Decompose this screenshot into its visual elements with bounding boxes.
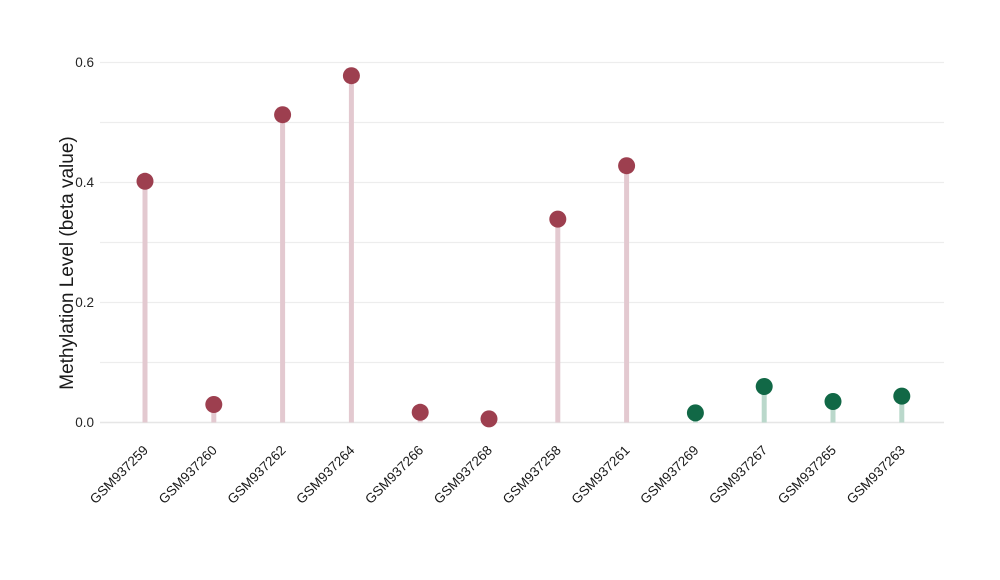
x-tick-label: GSM937262 [225,443,289,507]
lollipop-dot [549,210,567,228]
lollipop-dot [480,410,498,428]
x-tick-label: GSM937263 [844,443,908,507]
lollipop-dot [618,157,636,175]
x-tick-label: GSM937260 [156,443,220,507]
y-axis-title: Methylation Level (beta value) [57,136,78,390]
lollipop-dot [824,393,842,410]
lollipop-dot [755,378,773,395]
lollipop-dot [893,387,911,405]
x-tick-label: GSM937265 [775,443,839,507]
y-tick-label: 0.2 [75,295,94,310]
x-tick-label: GSM937264 [293,442,358,507]
x-tick-label: GSM937269 [637,443,701,507]
x-tick-label: GSM937261 [569,443,633,507]
y-tick-label: 0.6 [75,55,94,70]
lollipop-dot [686,404,704,422]
x-tick-label: GSM937258 [500,443,564,507]
x-tick-label: GSM937267 [706,443,770,507]
x-tick-label: GSM937268 [431,443,495,507]
lollipop-dot [274,106,292,124]
lollipop-dot [342,67,360,85]
x-tick-label: GSM937266 [362,443,426,507]
lollipop-dot [411,403,429,421]
lollipop-dot [136,172,154,190]
y-tick-label: 0.0 [75,415,94,430]
x-tick-label: GSM937259 [87,443,151,507]
lollipop-dot [205,396,223,413]
y-tick-label: 0.4 [75,175,94,190]
